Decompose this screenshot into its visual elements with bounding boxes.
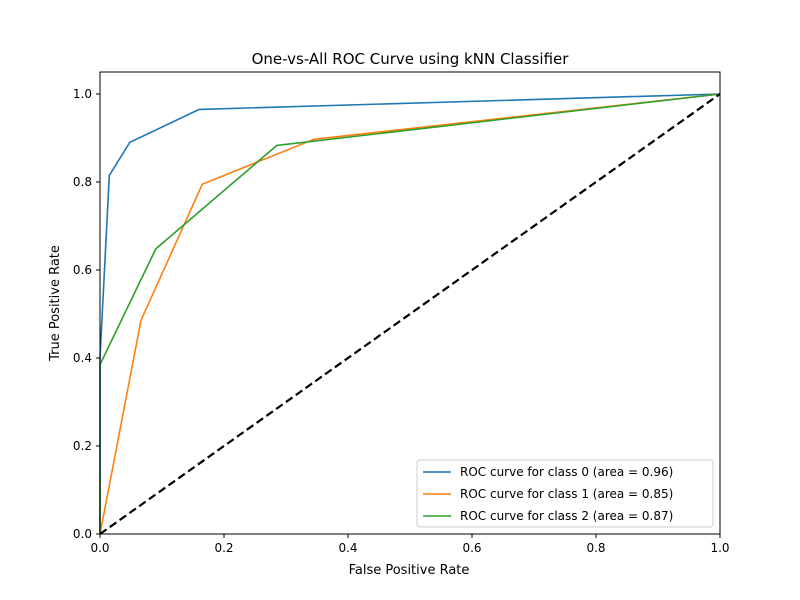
legend-label-class-1: ROC curve for class 1 (area = 0.85) (460, 487, 673, 501)
x-tick-label: 0.6 (462, 541, 481, 555)
series-line-class-1 (99, 93, 721, 535)
y-tick-label: 0.4 (73, 351, 92, 365)
chart-title: One-vs-All ROC Curve using kNN Classifie… (252, 50, 570, 68)
x-axis-ticks: 0.0 0.2 0.4 0.6 0.8 1.0 (90, 534, 730, 555)
x-tick-label: 1.0 (710, 541, 729, 555)
plot-area: 0.0 0.2 0.4 0.6 0.8 1.0 0.0 0.2 0.4 0.6 0.8 1.0 (73, 71, 730, 555)
y-tick-label: 0.0 (73, 527, 92, 541)
x-tick-label: 0.2 (214, 541, 233, 555)
legend-box (416, 459, 714, 528)
y-tick-label: 0.8 (73, 175, 92, 189)
legend-items: ROC curve for class 0 (area = 0.96) ROC c… (423, 465, 673, 523)
y-axis-ticks: 0.0 0.2 0.4 0.6 0.8 1.0 (73, 87, 100, 541)
x-tick-label: 0.0 (90, 541, 109, 555)
x-tick-label: 0.4 (338, 541, 357, 555)
y-tick-label: 1.0 (73, 87, 92, 101)
y-tick-label: 0.6 (73, 263, 92, 277)
reference-diagonal-line (99, 93, 721, 535)
legend: ROC curve for class 0 (area = 0.96) ROC c… (416, 459, 714, 528)
y-tick-label: 0.2 (73, 439, 92, 453)
axes-frame (99, 71, 721, 535)
reference-layer (99, 93, 721, 535)
legend-label-class-0: ROC curve for class 0 (area = 0.96) (460, 465, 673, 479)
x-axis-label: False Positive Rate (349, 563, 470, 578)
axes-background (100, 72, 720, 534)
x-tick-label: 0.8 (586, 541, 605, 555)
y-axis-label: True Positive Rate (48, 245, 63, 362)
legend-label-class-2: ROC curve for class 2 (area = 0.87) (460, 509, 673, 523)
